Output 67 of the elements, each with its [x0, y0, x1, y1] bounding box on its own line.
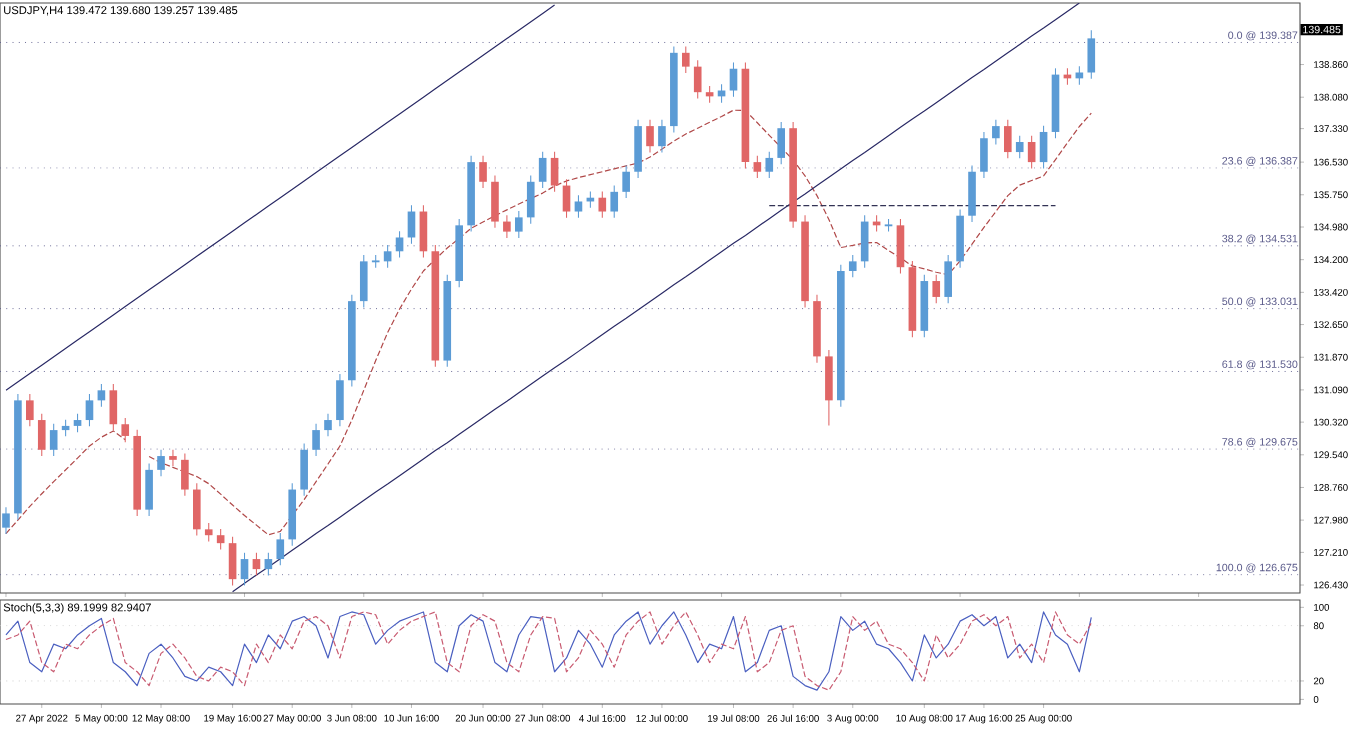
candlestick: [73, 413, 82, 433]
candlestick: [646, 119, 654, 154]
candlestick: [658, 119, 666, 154]
candlestick: [681, 46, 690, 74]
candlestick: [896, 218, 905, 275]
candlestick: [181, 453, 189, 497]
candlestick: [324, 413, 332, 437]
line-series: [5, 611, 1092, 691]
candlestick: [515, 210, 523, 239]
candlestick: [359, 254, 368, 308]
candlestick: [729, 61, 738, 98]
candlestick: [383, 244, 392, 269]
candlestick: [992, 119, 1000, 146]
candlestick: [860, 214, 869, 269]
candlestick: [598, 190, 607, 219]
candlestick: [693, 59, 702, 99]
candlestick: [944, 254, 952, 304]
candlestick: [49, 423, 58, 457]
candlestick: [264, 552, 273, 576]
candlestick: [956, 208, 964, 269]
candlestick: [192, 482, 201, 537]
candlestick: [1039, 125, 1048, 169]
candlestick: [1027, 135, 1036, 169]
candlestick: [491, 174, 499, 229]
candlestick: [216, 528, 225, 550]
candlestick: [980, 131, 988, 179]
candlestick: [765, 151, 774, 179]
candlestick: [479, 155, 487, 189]
candlestick: [240, 552, 249, 586]
candlestick: [610, 185, 619, 219]
candlestick: [1087, 29, 1096, 80]
candlestick: [2, 506, 10, 535]
candlestick: [121, 417, 130, 443]
candlestick: [26, 393, 34, 427]
candlestick: [157, 449, 165, 477]
candlestick: [562, 178, 571, 219]
candlestick: [634, 119, 642, 179]
candlestick: [276, 532, 285, 566]
candlestick: [1015, 135, 1024, 159]
candlestick: [932, 274, 941, 304]
candlestick: [395, 230, 404, 259]
candlestick: [169, 449, 177, 467]
candlestick: [97, 383, 106, 408]
candlestick: [753, 155, 762, 179]
candlestick: [574, 194, 583, 219]
candlestick: [1003, 119, 1012, 159]
candlestick: [1075, 65, 1084, 86]
candlestick: [312, 423, 320, 457]
candlestick: [228, 536, 237, 586]
candlestick: [85, 393, 94, 427]
candlestick: [825, 349, 833, 427]
candlestick: [336, 373, 344, 427]
candlestick: [252, 552, 261, 576]
candlestick: [109, 383, 118, 432]
candlestick: [848, 254, 857, 278]
candlestick: [777, 121, 786, 165]
candlestick: [968, 164, 976, 223]
candlestick: [300, 442, 308, 497]
candlestick: [503, 214, 511, 239]
candlestick: [37, 413, 46, 457]
candlestick: [204, 522, 213, 543]
candlestick: [622, 164, 630, 199]
candlestick: [145, 463, 153, 517]
candlestick: [526, 174, 535, 225]
candlestick: [419, 204, 428, 259]
candlestick: [550, 151, 559, 193]
candlestick: [538, 151, 547, 189]
